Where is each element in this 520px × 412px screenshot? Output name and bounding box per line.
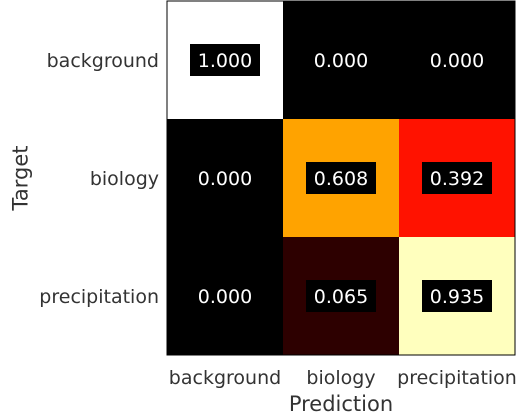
cell-label-background xyxy=(422,44,492,76)
cell-value-label: 0.065 xyxy=(314,286,368,308)
cell-label-background xyxy=(190,280,260,312)
cell-value-label: 1.000 xyxy=(198,50,252,72)
cell-label-background xyxy=(190,44,260,76)
x-axis-label: Prediction xyxy=(289,392,393,412)
y-tick-label: biology xyxy=(90,168,159,190)
x-tick-labels: background biology precipitation xyxy=(169,367,517,389)
cell-label-background xyxy=(306,280,376,312)
cell-label-background xyxy=(190,162,260,194)
x-tick-label: background xyxy=(169,367,281,389)
cell-value-label: 0.935 xyxy=(430,286,484,308)
cell-label-background xyxy=(306,162,376,194)
cell-label-background xyxy=(306,44,376,76)
cell-label-background xyxy=(422,280,492,312)
cell-value-label: 0.000 xyxy=(430,50,484,72)
cell-value-label: 0.392 xyxy=(430,168,484,190)
y-axis-label: Target xyxy=(8,146,32,212)
y-tick-labels: background biology precipitation xyxy=(39,50,159,308)
cell-label-background xyxy=(422,162,492,194)
cell-value-labels: 1.000 0.000 0.000 0.000 0.608 0.392 0.000 0.065… xyxy=(190,44,492,312)
cell-value-label: 0.608 xyxy=(314,168,368,190)
x-tick-label: precipitation xyxy=(397,367,517,389)
y-tick-label: background xyxy=(47,50,159,72)
cell-value-label: 0.000 xyxy=(314,50,368,72)
cell-value-label: 0.000 xyxy=(198,286,252,308)
x-tick-label: biology xyxy=(306,367,375,389)
cell-value-label: 0.000 xyxy=(198,168,252,190)
y-tick-label: precipitation xyxy=(39,286,159,308)
plot-frame xyxy=(166,0,516,356)
